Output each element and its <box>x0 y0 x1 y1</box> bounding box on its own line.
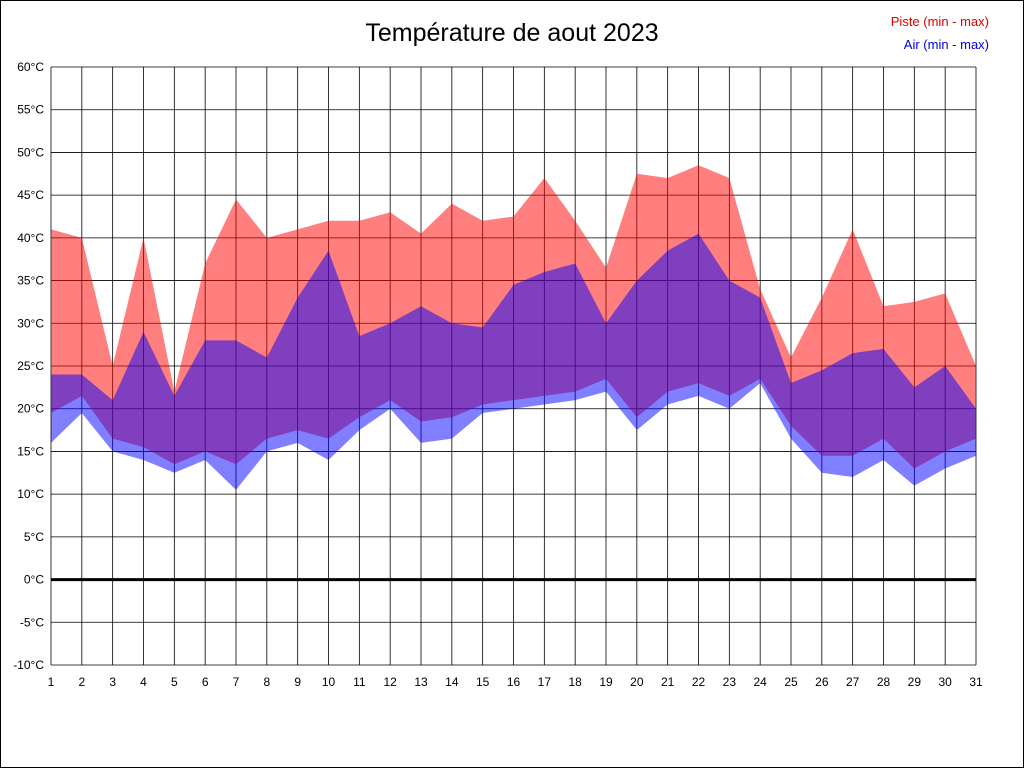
svg-text:29: 29 <box>908 675 922 689</box>
chart-legend: Piste (min - max) Air (min - max) <box>891 11 989 57</box>
legend-air: Air (min - max) <box>903 36 989 52</box>
svg-text:11: 11 <box>353 675 366 689</box>
svg-text:26: 26 <box>815 675 829 689</box>
svg-text:-10°C: -10°C <box>13 658 44 672</box>
svg-text:16: 16 <box>507 675 521 689</box>
svg-text:60°C: 60°C <box>17 60 44 74</box>
svg-text:10°C: 10°C <box>17 487 44 501</box>
svg-text:5°C: 5°C <box>24 530 44 544</box>
svg-text:30: 30 <box>938 675 952 689</box>
svg-text:21: 21 <box>661 675 675 689</box>
svg-text:19: 19 <box>599 675 613 689</box>
svg-text:3: 3 <box>109 675 116 689</box>
svg-text:25°C: 25°C <box>17 359 44 373</box>
svg-text:15°C: 15°C <box>17 444 44 458</box>
svg-text:23: 23 <box>723 675 737 689</box>
svg-text:17: 17 <box>538 675 552 689</box>
svg-text:4: 4 <box>140 675 147 689</box>
svg-text:55°C: 55°C <box>17 103 44 117</box>
svg-text:18: 18 <box>568 675 582 689</box>
svg-text:6: 6 <box>202 675 209 689</box>
svg-text:20: 20 <box>630 675 644 689</box>
svg-text:30°C: 30°C <box>17 316 44 330</box>
chart-title: Température de aout 2023 <box>365 19 659 47</box>
svg-text:28: 28 <box>877 675 891 689</box>
svg-text:-5°C: -5°C <box>20 615 44 629</box>
svg-text:13: 13 <box>414 675 428 689</box>
svg-text:14: 14 <box>445 675 459 689</box>
svg-text:9: 9 <box>294 675 301 689</box>
svg-text:31: 31 <box>969 675 983 689</box>
svg-text:24: 24 <box>753 675 767 689</box>
svg-text:1: 1 <box>48 675 55 689</box>
svg-text:7: 7 <box>233 675 240 689</box>
svg-text:2: 2 <box>78 675 85 689</box>
svg-text:25: 25 <box>784 675 798 689</box>
svg-text:5: 5 <box>171 675 178 689</box>
svg-text:0°C: 0°C <box>24 573 44 587</box>
svg-text:27: 27 <box>846 675 860 689</box>
svg-text:40°C: 40°C <box>17 231 44 245</box>
svg-text:50°C: 50°C <box>17 145 44 159</box>
svg-text:10: 10 <box>322 675 336 689</box>
svg-text:8: 8 <box>263 675 270 689</box>
legend-piste: Piste (min - max) <box>890 14 989 29</box>
svg-text:22: 22 <box>692 675 706 689</box>
svg-text:45°C: 45°C <box>17 188 44 202</box>
svg-text:12: 12 <box>383 675 397 689</box>
svg-text:15: 15 <box>476 675 490 689</box>
svg-text:20°C: 20°C <box>17 402 44 416</box>
svg-text:35°C: 35°C <box>17 274 44 288</box>
